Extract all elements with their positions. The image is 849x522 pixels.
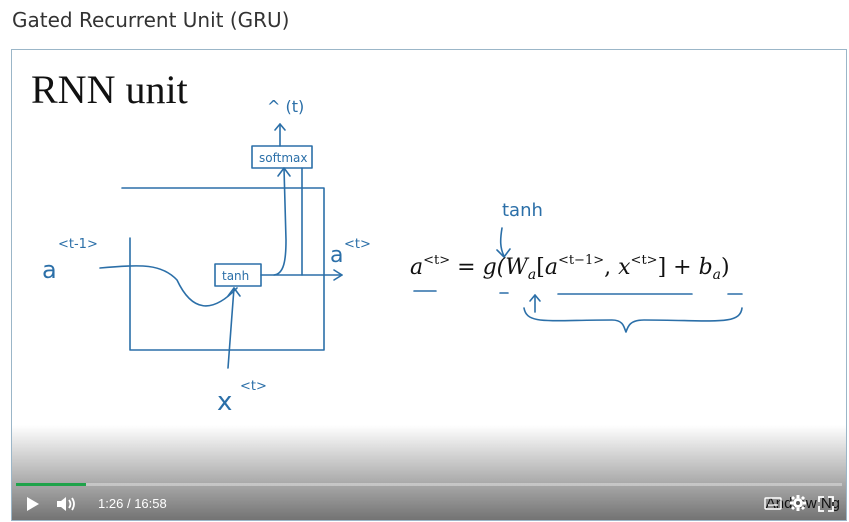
eq-lhs: a bbox=[410, 255, 424, 280]
time-separator: / bbox=[126, 496, 131, 511]
x-input-label: x bbox=[217, 387, 232, 417]
control-bar: 1:26 / 16:58 Andrew Ng bbox=[12, 488, 846, 520]
video-player[interactable]: RNN unit tanh softmax ^ (t) x <t> a <t-1… bbox=[11, 49, 847, 521]
eq-close: ) bbox=[721, 255, 730, 280]
eq-bracket-close: ] bbox=[657, 255, 667, 280]
fullscreen-icon bbox=[818, 496, 834, 512]
a-prev-arrow bbox=[99, 265, 238, 307]
eq-g: g( bbox=[482, 255, 506, 280]
slide-title: RNN unit bbox=[31, 67, 188, 112]
play-button[interactable] bbox=[22, 494, 44, 514]
eq-W: W bbox=[505, 255, 528, 280]
page-title: Gated Recurrent Unit (GRU) bbox=[12, 8, 290, 32]
a-out-label: a bbox=[330, 243, 343, 268]
eq-a-prev: a bbox=[544, 255, 558, 280]
captions-button[interactable] bbox=[762, 495, 784, 511]
controls-overlay bbox=[12, 425, 846, 520]
eq-plus: + bbox=[666, 255, 699, 280]
current-time: 1:26 bbox=[98, 496, 124, 511]
eq-lhs-sup: <t> bbox=[423, 253, 451, 268]
tanh-box-label: tanh bbox=[222, 269, 249, 283]
softmax-label: softmax bbox=[259, 151, 307, 165]
progress-fill bbox=[16, 483, 87, 486]
a-out-sup: <t> bbox=[344, 237, 371, 252]
play-icon bbox=[27, 497, 39, 511]
a-prev-label: a bbox=[42, 256, 57, 284]
rnn-box-outline bbox=[121, 187, 325, 351]
y-hat-label: ^ (t) bbox=[267, 97, 304, 116]
eq-x: x bbox=[618, 255, 631, 280]
x-input-sup: <t> bbox=[240, 379, 267, 394]
progress-bar[interactable] bbox=[16, 483, 842, 486]
tanh-note: tanh bbox=[502, 200, 543, 221]
eq-bracket-open: [ bbox=[536, 255, 545, 280]
tanh-note-arrow bbox=[499, 227, 505, 257]
curly-brace bbox=[523, 307, 743, 333]
to-softmax-line bbox=[273, 167, 287, 276]
fullscreen-button[interactable] bbox=[816, 494, 836, 514]
duration: 16:58 bbox=[134, 496, 167, 511]
a-prev-sup: <t-1> bbox=[58, 237, 98, 252]
handwritten-rnn-diagram: tanh softmax ^ (t) x <t> a <t-1> a <t> t… bbox=[42, 97, 743, 417]
gru-equation: a<t> = g(Wa[a<t−1>, x<t>] + ba) bbox=[410, 253, 730, 283]
eq-b-sub: a bbox=[712, 267, 722, 283]
time-display: 1:26 / 16:58 bbox=[98, 496, 167, 511]
eq-equals: = bbox=[450, 255, 483, 280]
eq-b: b bbox=[698, 255, 713, 280]
captions-icon bbox=[764, 496, 782, 510]
volume-icon bbox=[57, 497, 75, 511]
x-in-arrow bbox=[227, 287, 235, 369]
eq-a-prev-sup: <t−1> bbox=[557, 253, 605, 268]
settings-button[interactable] bbox=[788, 493, 808, 513]
softmax-box bbox=[251, 145, 313, 169]
eq-W-sub: a bbox=[527, 267, 537, 283]
eq-comma: , bbox=[604, 255, 619, 280]
eq-x-sup: <t> bbox=[630, 253, 658, 268]
volume-button[interactable] bbox=[54, 494, 80, 514]
gear-icon bbox=[790, 495, 806, 511]
